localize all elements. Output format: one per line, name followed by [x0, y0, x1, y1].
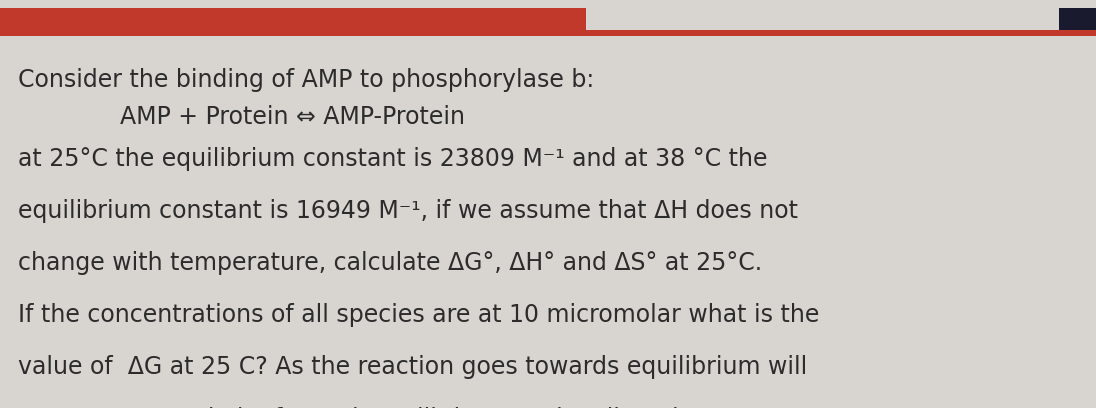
Text: at 25°C the equilibrium constant is 23809 M⁻¹ and at 38 °C the: at 25°C the equilibrium constant is 2380…: [18, 147, 767, 171]
Bar: [1059, 8, 1096, 30]
Bar: [0, 30, 1096, 36]
Text: equilibrium constant is 16949 M⁻¹, if we assume that ΔH does not: equilibrium constant is 16949 M⁻¹, if we…: [18, 199, 798, 223]
Text: more AMP-protein be formed or will the complex dissociate: more AMP-protein be formed or will the c…: [18, 407, 717, 408]
Text: change with temperature, calculate ΔG°, ΔH° and ΔS° at 25°C.: change with temperature, calculate ΔG°, …: [18, 251, 762, 275]
Text: AMP + Protein ⇔ AMP-Protein: AMP + Protein ⇔ AMP-Protein: [119, 105, 465, 129]
Bar: [0, 8, 586, 30]
Text: If the concentrations of all species are at 10 micromolar what is the: If the concentrations of all species are…: [18, 303, 820, 327]
Text: Consider the binding of AMP to phosphorylase b:: Consider the binding of AMP to phosphory…: [18, 68, 594, 92]
Text: value of  ΔG at 25 C? As the reaction goes towards equilibrium will: value of ΔG at 25 C? As the reaction goe…: [18, 355, 808, 379]
